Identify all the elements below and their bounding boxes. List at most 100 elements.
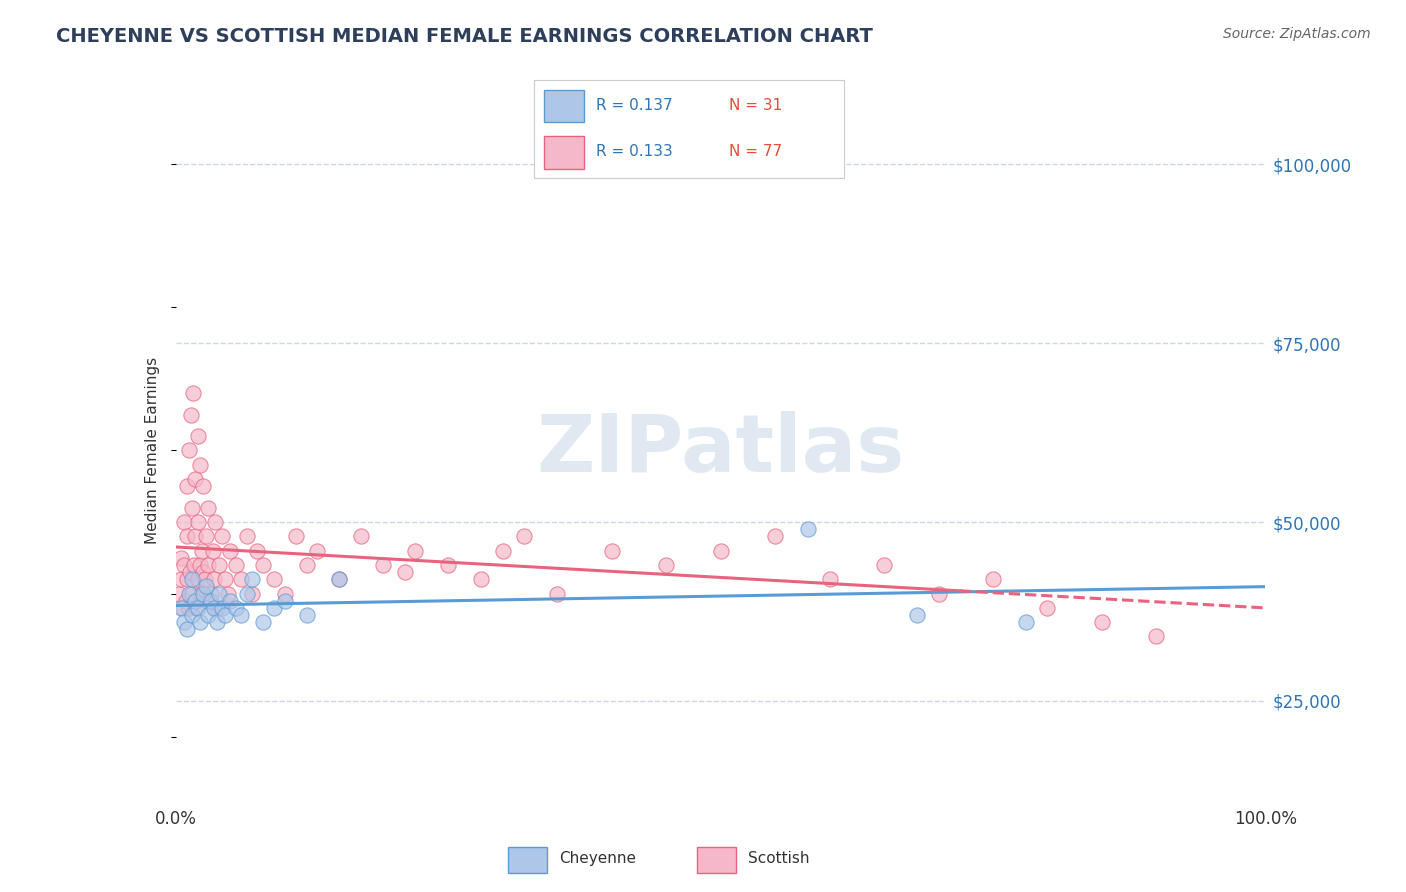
Point — [181, 572, 204, 586]
Point — [307, 543, 329, 558]
Point — [177, 600, 200, 615]
Point — [181, 607, 204, 622]
Point — [188, 458, 211, 472]
Point — [195, 579, 218, 593]
Point — [186, 429, 209, 443]
Point — [763, 529, 786, 543]
Point — [295, 558, 318, 572]
Point — [200, 593, 222, 607]
Point — [197, 607, 219, 622]
Point — [818, 572, 841, 586]
Text: R = 0.133: R = 0.133 — [596, 145, 673, 160]
Point — [184, 529, 207, 543]
Point — [981, 572, 1004, 586]
Point — [195, 529, 218, 543]
Point — [1144, 630, 1167, 644]
Point — [204, 515, 226, 529]
Point — [328, 572, 350, 586]
FancyBboxPatch shape — [544, 90, 583, 122]
Text: N = 77: N = 77 — [730, 145, 782, 160]
Point — [513, 529, 536, 543]
Point — [905, 607, 928, 622]
Point — [371, 558, 394, 572]
Point — [208, 558, 231, 572]
Point — [188, 558, 211, 572]
Point — [405, 543, 427, 558]
Point — [263, 572, 285, 586]
Point — [197, 500, 219, 515]
Point — [205, 615, 228, 630]
Point — [873, 558, 896, 572]
Point — [202, 572, 225, 586]
Point — [1015, 615, 1038, 630]
Point — [211, 529, 233, 543]
Point — [231, 572, 253, 586]
Point — [179, 565, 201, 579]
Point — [180, 408, 202, 422]
Point — [600, 543, 623, 558]
Point — [492, 543, 515, 558]
Point — [176, 572, 198, 586]
Point — [328, 572, 350, 586]
Point — [186, 600, 208, 615]
Point — [170, 600, 193, 615]
Point — [214, 607, 236, 622]
Point — [240, 586, 263, 600]
Point — [225, 600, 247, 615]
Point — [240, 572, 263, 586]
Point — [194, 572, 217, 586]
Point — [211, 600, 233, 615]
Point — [186, 572, 209, 586]
Point — [252, 558, 274, 572]
Text: Scottish: Scottish — [748, 851, 810, 866]
Point — [167, 586, 190, 600]
Point — [796, 522, 818, 536]
Point — [186, 600, 209, 615]
Point — [190, 586, 212, 600]
Point — [201, 543, 224, 558]
Point — [219, 593, 242, 607]
Point — [188, 615, 211, 630]
Point — [195, 593, 218, 607]
Point — [231, 607, 253, 622]
Point — [208, 586, 231, 600]
Point — [214, 572, 236, 586]
FancyBboxPatch shape — [697, 847, 737, 872]
Point — [655, 558, 678, 572]
Point — [176, 529, 198, 543]
Point — [225, 558, 247, 572]
Point — [183, 558, 205, 572]
Point — [181, 386, 204, 401]
Text: R = 0.137: R = 0.137 — [596, 98, 672, 113]
Point — [177, 443, 200, 458]
Point — [174, 593, 197, 607]
Point — [246, 543, 269, 558]
Point — [235, 529, 257, 543]
Point — [546, 586, 568, 600]
Point — [181, 586, 204, 600]
Point — [217, 586, 239, 600]
Point — [1091, 615, 1114, 630]
Point — [928, 586, 950, 600]
Point — [710, 543, 733, 558]
Point — [181, 500, 204, 515]
Point — [191, 543, 214, 558]
Point — [176, 479, 198, 493]
Point — [173, 558, 195, 572]
Point — [437, 558, 460, 572]
Point — [284, 529, 307, 543]
Point — [274, 586, 297, 600]
Point — [191, 586, 214, 600]
Point — [173, 515, 195, 529]
Point — [191, 479, 214, 493]
Y-axis label: Median Female Earnings: Median Female Earnings — [145, 357, 160, 544]
Point — [295, 607, 318, 622]
Point — [197, 558, 219, 572]
Point — [470, 572, 492, 586]
Point — [184, 593, 207, 607]
Text: Cheyenne: Cheyenne — [560, 851, 636, 866]
Point — [394, 565, 416, 579]
Point — [184, 472, 207, 486]
Point — [205, 600, 228, 615]
Point — [191, 565, 214, 579]
